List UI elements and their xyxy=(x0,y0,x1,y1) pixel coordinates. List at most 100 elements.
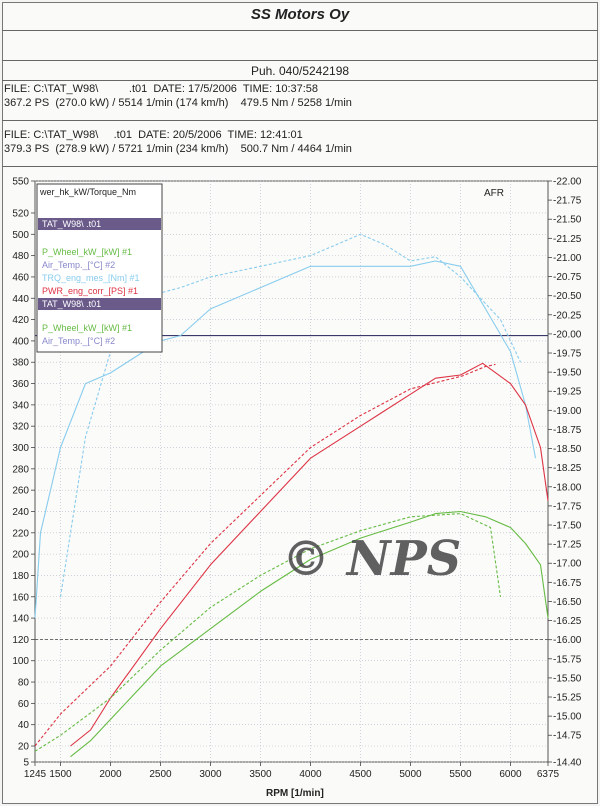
x-tick-label: 4500 xyxy=(349,769,372,780)
left-tick-label: 420 xyxy=(12,315,29,326)
right-tick-label: -18.00 xyxy=(553,482,582,493)
legend-item: P_Wheel_kW_[kW] #1 xyxy=(42,323,132,333)
left-tick-label: 360 xyxy=(12,379,29,390)
left-tick-label: 220 xyxy=(12,528,29,539)
series-line-4 xyxy=(70,362,549,747)
right-tick-label: -20.25 xyxy=(553,310,582,321)
x-tick-label: 4000 xyxy=(299,769,322,780)
x-tick-label: 5000 xyxy=(399,769,422,780)
divider xyxy=(2,120,598,121)
series-line-2 xyxy=(34,260,537,619)
phone-number: Puh. 040/5242198 xyxy=(250,64,350,78)
legend-item: TRQ_eng_mes_[Nm] #1 xyxy=(42,273,140,283)
divider xyxy=(2,30,598,31)
left-tick-label: 550 xyxy=(12,177,29,188)
right-tick-label: -16.75 xyxy=(553,578,582,589)
legend-item: P_Wheel_kW_[kW] #1 xyxy=(42,247,132,257)
x-tick-label: 1245 xyxy=(24,769,47,780)
right-tick-label: -16.25 xyxy=(553,616,582,627)
legend-item: Air_Temp._[°C] #2 xyxy=(42,336,115,346)
right-tick-label: -16.50 xyxy=(553,597,582,608)
right-axis-ticks: -14.40 -14.75 -15.00 -15.25 -15.50 -15.75 -16.… xyxy=(548,177,582,769)
right-tick-label: -18.50 xyxy=(553,444,582,455)
x-tick-label: 1500 xyxy=(49,769,72,780)
right-tick-label: -19.75 xyxy=(553,349,582,360)
legend-highlight xyxy=(38,218,161,230)
right-tick-label: -18.75 xyxy=(553,425,582,436)
series-line-5 xyxy=(34,513,502,752)
right-tick-label: -21.25 xyxy=(553,234,582,245)
left-tick-label: 160 xyxy=(12,592,29,603)
legend-item: PWR_eng_corr_[PS] #1 xyxy=(42,286,138,296)
right-tick-label: -16.00 xyxy=(553,635,582,646)
company-title: SS Motors Oy xyxy=(250,6,350,23)
divider xyxy=(2,60,598,61)
left-axis-ticks: 5204060801001201401601802002202402602803… xyxy=(12,177,35,769)
left-tick-label: 500 xyxy=(12,230,29,241)
x-axis-label: RPM [1/min] xyxy=(266,788,324,799)
left-tick-label: 120 xyxy=(12,635,29,646)
left-tick-label: 260 xyxy=(12,486,29,497)
legend-item: Air_Temp._[°C] #2 xyxy=(42,260,115,270)
x-tick-label: 6000 xyxy=(499,769,522,780)
right-tick-label: -21.50 xyxy=(553,215,582,226)
right-tick-label: -15.50 xyxy=(553,673,582,684)
right-tick-label: -14.75 xyxy=(553,731,582,742)
right-tick-label: -20.50 xyxy=(553,291,582,302)
divider xyxy=(2,166,598,167)
right-tick-label: -19.00 xyxy=(553,406,582,417)
left-tick-label: 5 xyxy=(23,758,29,769)
right-tick-label: -17.75 xyxy=(553,501,582,512)
right-tick-label: -21.75 xyxy=(553,196,582,207)
left-tick-label: 400 xyxy=(12,336,29,347)
left-tick-label: 380 xyxy=(12,358,29,369)
left-tick-label: 440 xyxy=(12,294,29,305)
x-tick-label: 3500 xyxy=(249,769,272,780)
right-tick-label: -15.75 xyxy=(553,654,582,665)
right-axis-label: AFR xyxy=(484,188,504,199)
x-tick-label: 3000 xyxy=(199,769,222,780)
right-tick-label: -15.00 xyxy=(553,712,582,723)
right-tick-label: -20.00 xyxy=(553,329,582,340)
series-line-6 xyxy=(70,510,549,758)
right-tick-label: -17.50 xyxy=(553,521,582,532)
run2-result-line: 379.3 PS (278.9 kW) / 5721 1/min (234 km… xyxy=(4,143,352,155)
right-tick-label: -17.00 xyxy=(553,559,582,570)
legend-highlight xyxy=(38,298,161,310)
run2-file-line: FILE: C:\TAT_W98\ .t01 DATE: 20/5/2006 T… xyxy=(4,129,303,141)
right-tick-label: -22.00 xyxy=(553,177,582,188)
left-tick-label: 340 xyxy=(12,400,29,411)
run1-file-line: FILE: C:\TAT_W98\ .t01 DATE: 17/5/2006 T… xyxy=(4,83,319,95)
x-tick-label: 5500 xyxy=(449,769,472,780)
left-tick-label: 100 xyxy=(12,656,29,667)
legend-item: TAT_W98\ .t01 xyxy=(42,219,101,229)
left-tick-label: 80 xyxy=(18,678,30,689)
left-tick-label: 20 xyxy=(18,742,30,753)
left-tick-label: 460 xyxy=(12,272,29,283)
x-tick-label: 6375 xyxy=(537,769,560,780)
right-tick-label: -18.25 xyxy=(553,463,582,474)
right-tick-label: -14.40 xyxy=(553,758,582,769)
right-tick-label: -19.25 xyxy=(553,387,582,398)
left-tick-label: 240 xyxy=(12,507,29,518)
right-tick-label: -21.00 xyxy=(553,253,582,264)
left-tick-label: 320 xyxy=(12,422,29,433)
left-tick-label: 60 xyxy=(18,699,30,710)
right-tick-label: -19.50 xyxy=(553,368,582,379)
left-tick-label: 520 xyxy=(12,208,29,219)
x-tick-label: 2500 xyxy=(149,769,172,780)
legend-box xyxy=(36,183,163,353)
legend-header: wer_hk_kW/Torque_Nm xyxy=(39,187,136,197)
left-tick-label: 300 xyxy=(12,443,29,454)
legend-item: TAT_W98\ .t01 xyxy=(42,299,101,309)
watermark: © NPS xyxy=(282,531,461,587)
series-line-3 xyxy=(34,363,496,747)
legend: wer_hk_kW/Torque_Nm TAT_W98\ .t01 P_Wheel… xyxy=(36,183,163,353)
x-axis-ticks: 1245 1500 2000 2500 3000 3500 4000 4500 5000 5500… xyxy=(24,762,560,780)
x-tick-label: 2000 xyxy=(99,769,122,780)
right-tick-label: -17.25 xyxy=(553,540,582,551)
left-tick-label: 480 xyxy=(12,251,29,262)
left-tick-label: 40 xyxy=(18,720,30,731)
left-tick-label: 180 xyxy=(12,571,29,582)
